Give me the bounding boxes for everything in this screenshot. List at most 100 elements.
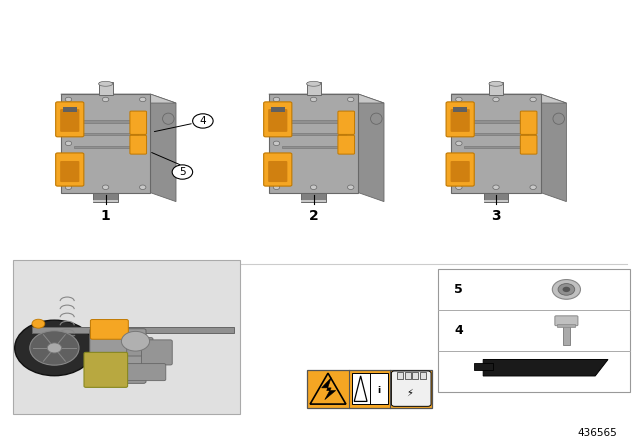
Circle shape	[456, 141, 462, 146]
Circle shape	[65, 141, 72, 146]
Bar	[451, 94, 541, 193]
Ellipse shape	[99, 82, 113, 86]
Circle shape	[530, 185, 536, 190]
Ellipse shape	[163, 113, 174, 125]
Circle shape	[310, 97, 317, 102]
Bar	[301, 200, 326, 202]
Bar	[269, 94, 358, 193]
Circle shape	[310, 185, 317, 190]
FancyBboxPatch shape	[264, 102, 292, 137]
FancyBboxPatch shape	[520, 111, 537, 134]
FancyBboxPatch shape	[451, 109, 470, 132]
Polygon shape	[150, 94, 176, 202]
Polygon shape	[269, 94, 384, 103]
FancyBboxPatch shape	[130, 111, 147, 134]
Bar	[412, 372, 419, 379]
Circle shape	[102, 185, 109, 190]
FancyBboxPatch shape	[127, 364, 166, 381]
FancyBboxPatch shape	[13, 260, 240, 414]
Circle shape	[47, 343, 61, 353]
FancyBboxPatch shape	[60, 109, 79, 132]
Circle shape	[30, 331, 79, 365]
Text: 1: 1	[100, 209, 111, 223]
Circle shape	[193, 114, 213, 128]
Circle shape	[140, 185, 146, 190]
Polygon shape	[483, 359, 608, 376]
Circle shape	[558, 284, 575, 295]
Circle shape	[456, 97, 462, 102]
FancyBboxPatch shape	[127, 338, 153, 356]
Text: 3: 3	[491, 209, 501, 223]
Bar	[74, 133, 138, 135]
FancyBboxPatch shape	[60, 161, 79, 182]
Polygon shape	[61, 94, 176, 103]
Bar	[484, 193, 508, 202]
FancyBboxPatch shape	[338, 111, 355, 134]
Circle shape	[273, 185, 280, 190]
FancyBboxPatch shape	[268, 161, 287, 182]
Ellipse shape	[489, 82, 503, 86]
Text: 4: 4	[200, 116, 206, 126]
Bar	[464, 133, 528, 135]
Circle shape	[530, 97, 536, 102]
Bar	[93, 200, 118, 202]
Bar	[282, 146, 346, 148]
Circle shape	[32, 319, 45, 328]
Bar	[61, 94, 150, 193]
Circle shape	[563, 287, 570, 292]
FancyBboxPatch shape	[338, 135, 355, 154]
Text: i: i	[377, 386, 380, 395]
Text: 5: 5	[454, 283, 463, 296]
Bar	[404, 372, 411, 379]
Circle shape	[493, 97, 499, 102]
Circle shape	[15, 320, 94, 376]
Bar	[282, 133, 346, 135]
Circle shape	[65, 97, 72, 102]
FancyBboxPatch shape	[264, 153, 292, 186]
Bar	[420, 372, 426, 379]
Text: 2: 2	[308, 209, 319, 223]
Bar	[74, 120, 138, 123]
Bar	[464, 120, 528, 123]
FancyBboxPatch shape	[446, 102, 474, 137]
Circle shape	[552, 280, 580, 299]
FancyBboxPatch shape	[84, 353, 127, 388]
Circle shape	[140, 97, 146, 102]
Ellipse shape	[553, 113, 564, 125]
Bar	[99, 82, 113, 95]
Bar	[453, 107, 467, 112]
Text: ⚡: ⚡	[406, 388, 413, 398]
Circle shape	[140, 141, 146, 146]
Bar	[307, 82, 321, 95]
Bar	[484, 200, 508, 202]
Circle shape	[122, 332, 150, 351]
Bar	[74, 146, 138, 148]
Circle shape	[273, 97, 280, 102]
Bar	[352, 373, 388, 404]
Bar	[438, 269, 630, 392]
Bar	[282, 120, 346, 123]
FancyBboxPatch shape	[130, 135, 147, 154]
Bar	[307, 370, 432, 408]
FancyBboxPatch shape	[56, 153, 84, 186]
Bar	[397, 372, 403, 379]
Polygon shape	[451, 94, 566, 103]
Bar	[271, 107, 285, 112]
Bar	[32, 327, 234, 333]
Circle shape	[348, 185, 354, 190]
Bar	[489, 82, 503, 95]
Polygon shape	[541, 94, 566, 202]
Ellipse shape	[307, 82, 321, 86]
FancyBboxPatch shape	[90, 319, 128, 339]
FancyBboxPatch shape	[555, 316, 578, 326]
Circle shape	[102, 97, 109, 102]
Circle shape	[493, 185, 499, 190]
Circle shape	[273, 141, 280, 146]
FancyBboxPatch shape	[446, 153, 474, 186]
Bar	[563, 325, 570, 345]
Ellipse shape	[371, 113, 382, 125]
Bar	[464, 146, 528, 148]
Circle shape	[348, 141, 354, 146]
FancyBboxPatch shape	[391, 371, 431, 406]
FancyBboxPatch shape	[520, 135, 537, 154]
